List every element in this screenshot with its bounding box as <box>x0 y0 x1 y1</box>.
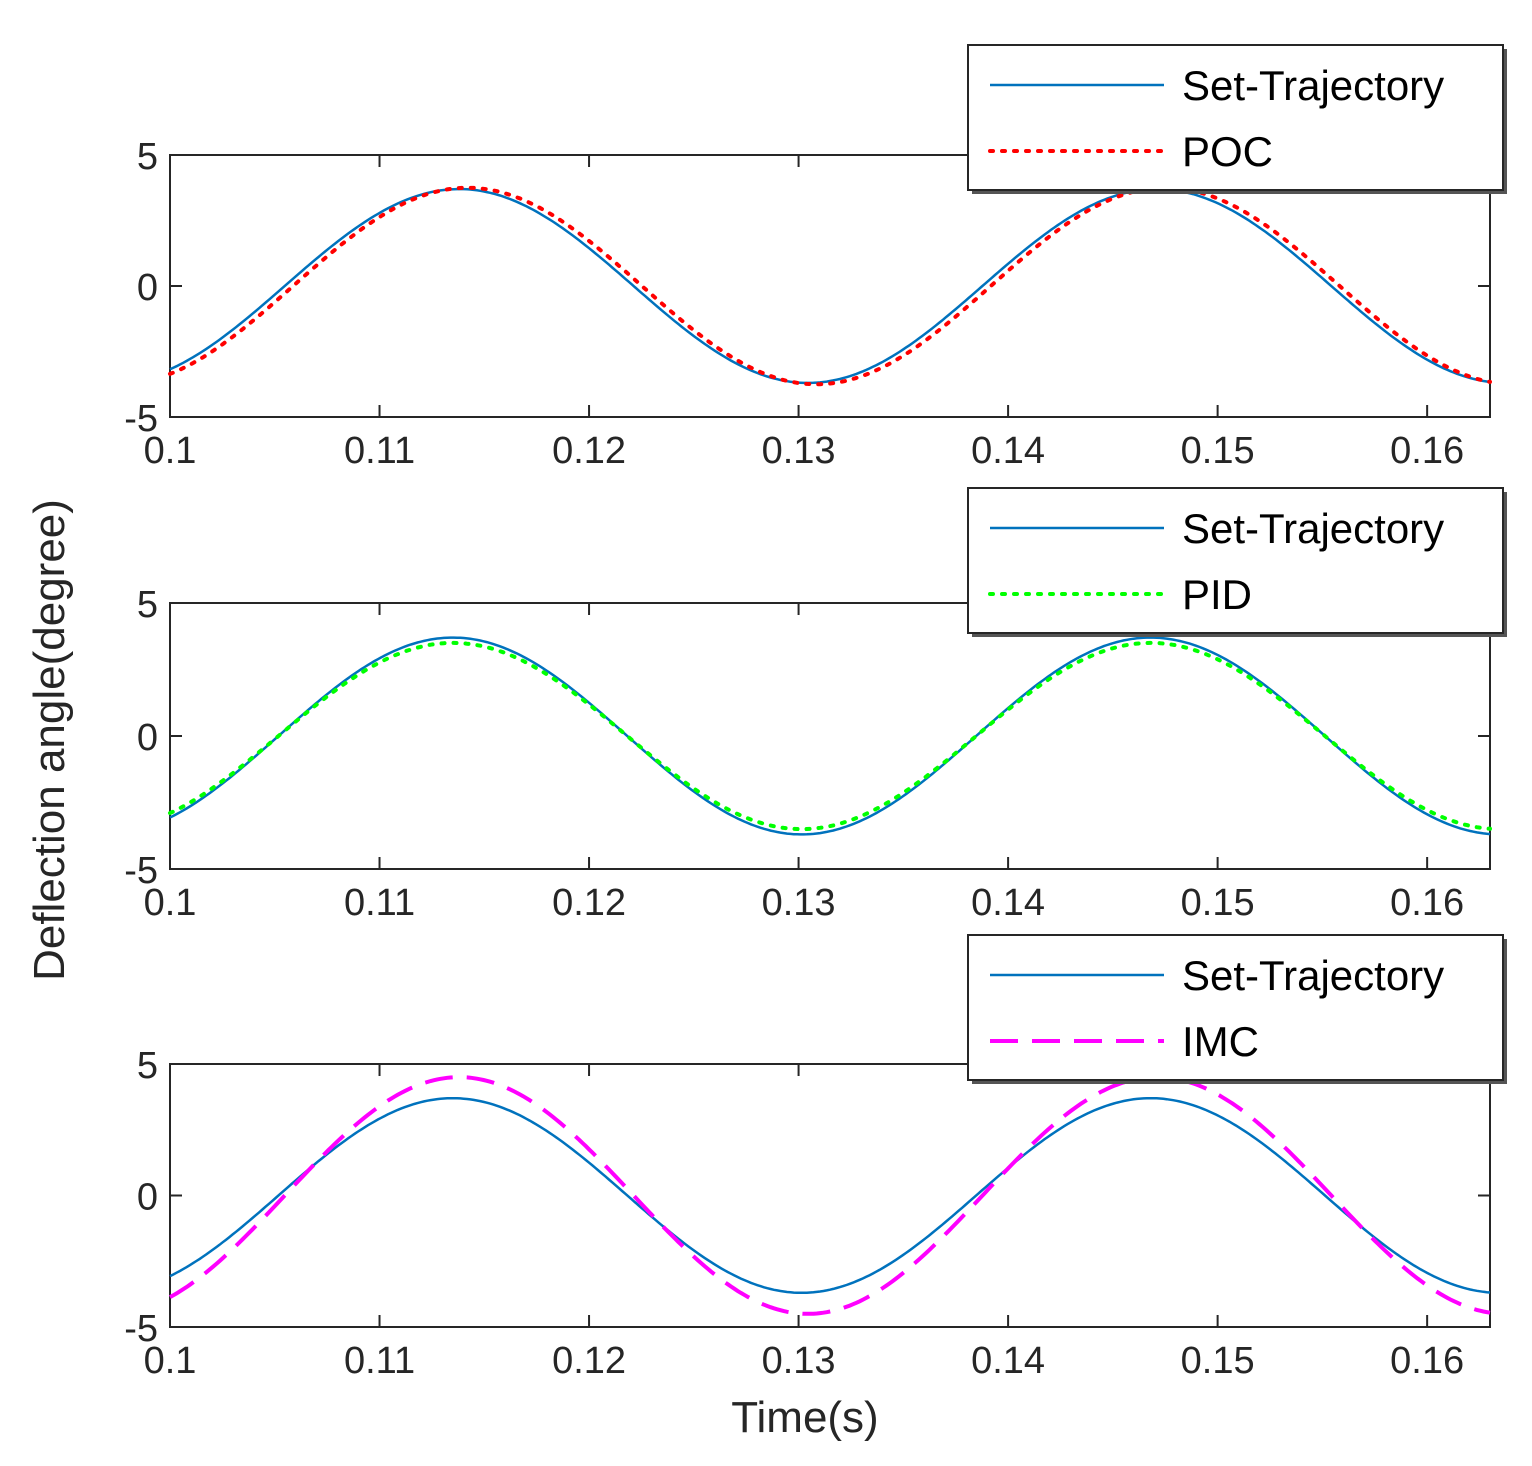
y-tick-label: 5 <box>137 136 158 178</box>
x-tick-label: 0.15 <box>1181 882 1255 924</box>
legend-box <box>967 934 1504 1081</box>
x-tick-label: 0.11 <box>344 882 415 924</box>
axes-box <box>169 1063 1491 1328</box>
x-tick-label: 0.12 <box>552 1340 626 1382</box>
x-tick-label: 0.14 <box>971 430 1045 472</box>
legend-label: PID <box>1182 571 1252 618</box>
axes-box <box>169 602 1491 870</box>
y-axis-title: Deflection angle(degree) <box>25 499 74 981</box>
legend-box <box>967 44 1504 191</box>
axes-box <box>169 154 1491 418</box>
series-line-set-trajectory <box>169 187 1491 385</box>
x-tick-label: 0.15 <box>1181 430 1255 472</box>
x-tick-label: 0.16 <box>1390 1340 1464 1382</box>
y-tick-label: 0 <box>137 1177 158 1219</box>
x-tick-label: 0.12 <box>552 430 626 472</box>
y-tick-label: -5 <box>124 1308 158 1350</box>
y-tick-label: -5 <box>124 850 158 892</box>
x-tick-label: 0.1 <box>144 1340 197 1382</box>
x-tick-label: 0.1 <box>144 430 197 472</box>
x-tick-label: 0.1 <box>144 882 197 924</box>
panel-bottom: 0.1 0.11 0.12 0.13 0.14 0.15 0.16 -5 0 5 Set-Traje… <box>124 934 1507 1382</box>
y-tick-label: 0 <box>137 717 158 759</box>
series-line-set-trajectory <box>169 636 1491 836</box>
x-tick-label: 0.14 <box>971 1340 1045 1382</box>
y-tick-label: 5 <box>137 584 158 626</box>
x-tick-label: 0.16 <box>1390 430 1464 472</box>
panel-middle: 0.1 0.11 0.12 0.13 0.14 0.15 0.16 -5 0 5 Set-Traje… <box>124 487 1507 924</box>
x-tick-label: 0.13 <box>762 430 836 472</box>
y-tick-label: -5 <box>124 398 158 440</box>
series-line-poc <box>168 185 1492 387</box>
panel-top: 0.1 0.11 0.12 0.13 0.14 0.15 0.16 -5 0 5 Set-Traje… <box>124 44 1507 472</box>
legend-box <box>967 487 1504 634</box>
x-tick-label: 0.14 <box>971 882 1045 924</box>
x-tick-label: 0.15 <box>1181 1340 1255 1382</box>
x-axis-title: Time(s) <box>731 1393 878 1442</box>
legend-label: IMC <box>1182 1018 1259 1065</box>
series-line-imc <box>169 1075 1491 1316</box>
series-line-pid <box>168 640 1492 832</box>
x-tick-label: 0.11 <box>344 430 415 472</box>
x-tick-label: 0.11 <box>344 1340 415 1382</box>
x-tick-label: 0.13 <box>762 882 836 924</box>
x-tick-label: 0.16 <box>1390 882 1464 924</box>
legend-label: POC <box>1182 128 1273 175</box>
y-tick-label: 5 <box>137 1045 158 1087</box>
series-line-set-trajectory <box>169 1096 1491 1295</box>
legend-label: Set-Trajectory <box>1182 505 1444 552</box>
x-tick-label: 0.13 <box>762 1340 836 1382</box>
y-tick-label: 0 <box>137 267 158 309</box>
x-tick-label: 0.12 <box>552 882 626 924</box>
legend-label: Set-Trajectory <box>1182 952 1444 999</box>
legend-label: Set-Trajectory <box>1182 62 1444 109</box>
